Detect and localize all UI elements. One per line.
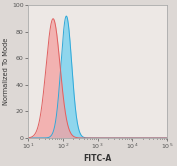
Y-axis label: Normalized To Mode: Normalized To Mode <box>4 38 10 105</box>
X-axis label: FITC-A: FITC-A <box>84 154 112 163</box>
